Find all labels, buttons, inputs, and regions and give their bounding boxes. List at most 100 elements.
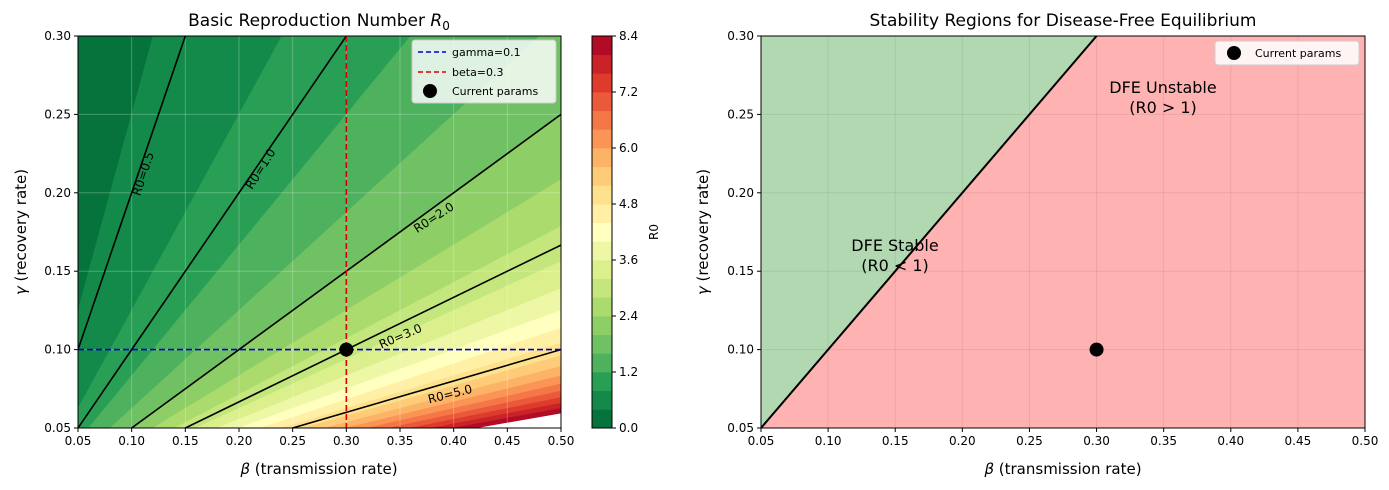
colorbar-segment bbox=[592, 353, 612, 373]
colorbar-tick-label: 4.8 bbox=[619, 197, 638, 211]
colorbar-tick-label: 1.2 bbox=[619, 365, 638, 379]
legend-2-point-label: Current params bbox=[1255, 47, 1342, 60]
plot-frame bbox=[77, 35, 562, 429]
contour-band bbox=[409, 397, 561, 428]
colorbar-segment bbox=[592, 148, 612, 168]
x-tick-label: 0.30 bbox=[1083, 434, 1110, 448]
r0-contour-lines bbox=[78, 36, 561, 428]
colorbar-segment bbox=[592, 73, 612, 93]
x-tick-label: 0.30 bbox=[333, 434, 360, 448]
x-tick-label: 0.05 bbox=[65, 434, 92, 448]
contour-band bbox=[451, 408, 561, 428]
region-label-unstable: DFE Unstable (R0 > 1) bbox=[1109, 78, 1216, 117]
colorbar-segment bbox=[592, 110, 612, 130]
colorbar-segment bbox=[592, 334, 612, 354]
x-tick-label: 0.50 bbox=[1352, 434, 1379, 448]
contour-band bbox=[195, 261, 561, 428]
contour-band bbox=[387, 390, 561, 428]
contour-band bbox=[280, 342, 561, 428]
colorbar bbox=[592, 36, 612, 429]
contour-band bbox=[152, 179, 561, 428]
colorbar-tick-label: 3.6 bbox=[619, 253, 638, 267]
contour-band bbox=[78, 36, 412, 428]
current-params-point bbox=[339, 342, 354, 357]
contour-band bbox=[430, 402, 561, 428]
colorbar-tick-label: 2.4 bbox=[619, 309, 638, 323]
x-axis-label: β (transmission rate) bbox=[239, 460, 397, 478]
colorbar-segment bbox=[592, 54, 612, 74]
x-axis-ticks: 0.05 0.10 0.15 0.20 0.25 0.30 0.35 0.40 0.45 0.50 bbox=[65, 428, 575, 448]
legend-point-marker bbox=[423, 84, 437, 98]
current-params-point-2 bbox=[1089, 342, 1104, 357]
contour-band bbox=[366, 383, 561, 428]
legend-2: Current params bbox=[1214, 40, 1360, 66]
contour-band bbox=[216, 288, 561, 428]
contour-line bbox=[130, 113, 561, 428]
y-tick-label: 0.10 bbox=[44, 343, 71, 357]
reference-lines bbox=[78, 36, 561, 428]
colorbar-tick-label: 8.4 bbox=[619, 29, 638, 43]
stability-gridlines bbox=[761, 36, 1365, 428]
colorbar-segment bbox=[592, 409, 612, 429]
r0-heatmap-panel: R0=0.5 R0=1.0 R0=2.0 R0=3.0 R0=5.0 0.05 0… bbox=[12, 11, 661, 478]
x-tick-label: 0.45 bbox=[494, 434, 521, 448]
x-tick-label: 0.15 bbox=[172, 434, 199, 448]
contour-line bbox=[78, 36, 348, 428]
y-tick-label: 0.30 bbox=[727, 29, 754, 43]
x-tick-label: 0.25 bbox=[279, 434, 306, 448]
contour-band bbox=[259, 327, 561, 428]
y-tick-label: 0.20 bbox=[44, 186, 71, 200]
colorbar-segment bbox=[592, 390, 612, 410]
plot-frame-2 bbox=[760, 35, 1366, 429]
stability-panel: 0.05 0.10 0.15 0.20 0.25 0.30 0.35 0.40 0.45 0.50… bbox=[694, 11, 1379, 478]
r0-equals-1-boundary bbox=[761, 36, 1098, 428]
y-tick-label: 0.10 bbox=[727, 343, 754, 357]
y-tick-label: 0.05 bbox=[44, 421, 71, 435]
colorbar-segment bbox=[592, 372, 612, 392]
contour-band bbox=[88, 36, 540, 428]
colorbar-tick-label: 0.0 bbox=[619, 421, 638, 435]
x-tick-label: 0.15 bbox=[882, 434, 909, 448]
x-tick-label: 0.35 bbox=[1150, 434, 1177, 448]
x-tick-label: 0.25 bbox=[1016, 434, 1043, 448]
contour-line bbox=[289, 348, 561, 428]
y-tick-label: 0.25 bbox=[44, 107, 71, 121]
x-tick-label: 0.45 bbox=[1285, 434, 1312, 448]
y-axis-ticks-2: 0.05 0.10 0.15 0.20 0.25 0.30 bbox=[727, 29, 761, 435]
x-tick-label: 0.10 bbox=[118, 434, 145, 448]
x-axis-ticks-2: 0.05 0.10 0.15 0.20 0.25 0.30 0.35 0.40 0.45 0.50 bbox=[748, 428, 1379, 448]
contour-line bbox=[78, 36, 187, 350]
x-tick-label: 0.50 bbox=[548, 434, 575, 448]
legend-2-point-marker bbox=[1227, 46, 1241, 60]
legend: gamma=0.1 beta=0.3 Current params bbox=[411, 39, 557, 104]
colorbar-tick-label: 7.2 bbox=[619, 85, 638, 99]
legend-gamma-label: gamma=0.1 bbox=[452, 46, 521, 59]
y-axis-label-2: γ (recovery rate) bbox=[694, 169, 712, 295]
x-tick-label: 0.35 bbox=[387, 434, 414, 448]
contour-band bbox=[173, 226, 561, 428]
y-tick-label: 0.05 bbox=[727, 421, 754, 435]
colorbar-ticks: 0.0 1.2 2.4 3.6 4.8 6.0 7.2 8.4 bbox=[612, 29, 638, 435]
r0-gridlines bbox=[78, 36, 561, 428]
contour-band bbox=[109, 36, 561, 428]
colorbar-segment bbox=[592, 260, 612, 280]
region-label-stable: DFE Stable (R0 < 1) bbox=[851, 236, 938, 275]
colorbar-label: R0 bbox=[647, 224, 661, 240]
colorbar-segment bbox=[592, 297, 612, 317]
unstable-region bbox=[761, 36, 1365, 428]
colorbar-segment bbox=[592, 204, 612, 224]
x-axis-label-2: β (transmission rate) bbox=[983, 460, 1141, 478]
x-tick-label: 0.20 bbox=[949, 434, 976, 448]
colorbar-segment bbox=[592, 36, 612, 56]
y-axis-label: γ (recovery rate) bbox=[12, 169, 30, 295]
colorbar-segment bbox=[592, 129, 612, 149]
colorbar-segment bbox=[592, 166, 612, 186]
colorbar-segment bbox=[592, 316, 612, 336]
y-axis-ticks: 0.05 0.10 0.15 0.20 0.25 0.30 bbox=[44, 29, 78, 435]
y-tick-label: 0.15 bbox=[44, 264, 71, 278]
contour-band bbox=[238, 310, 561, 428]
y-tick-label: 0.20 bbox=[727, 186, 754, 200]
x-tick-label: 0.05 bbox=[748, 434, 775, 448]
colorbar-frame bbox=[591, 35, 613, 429]
